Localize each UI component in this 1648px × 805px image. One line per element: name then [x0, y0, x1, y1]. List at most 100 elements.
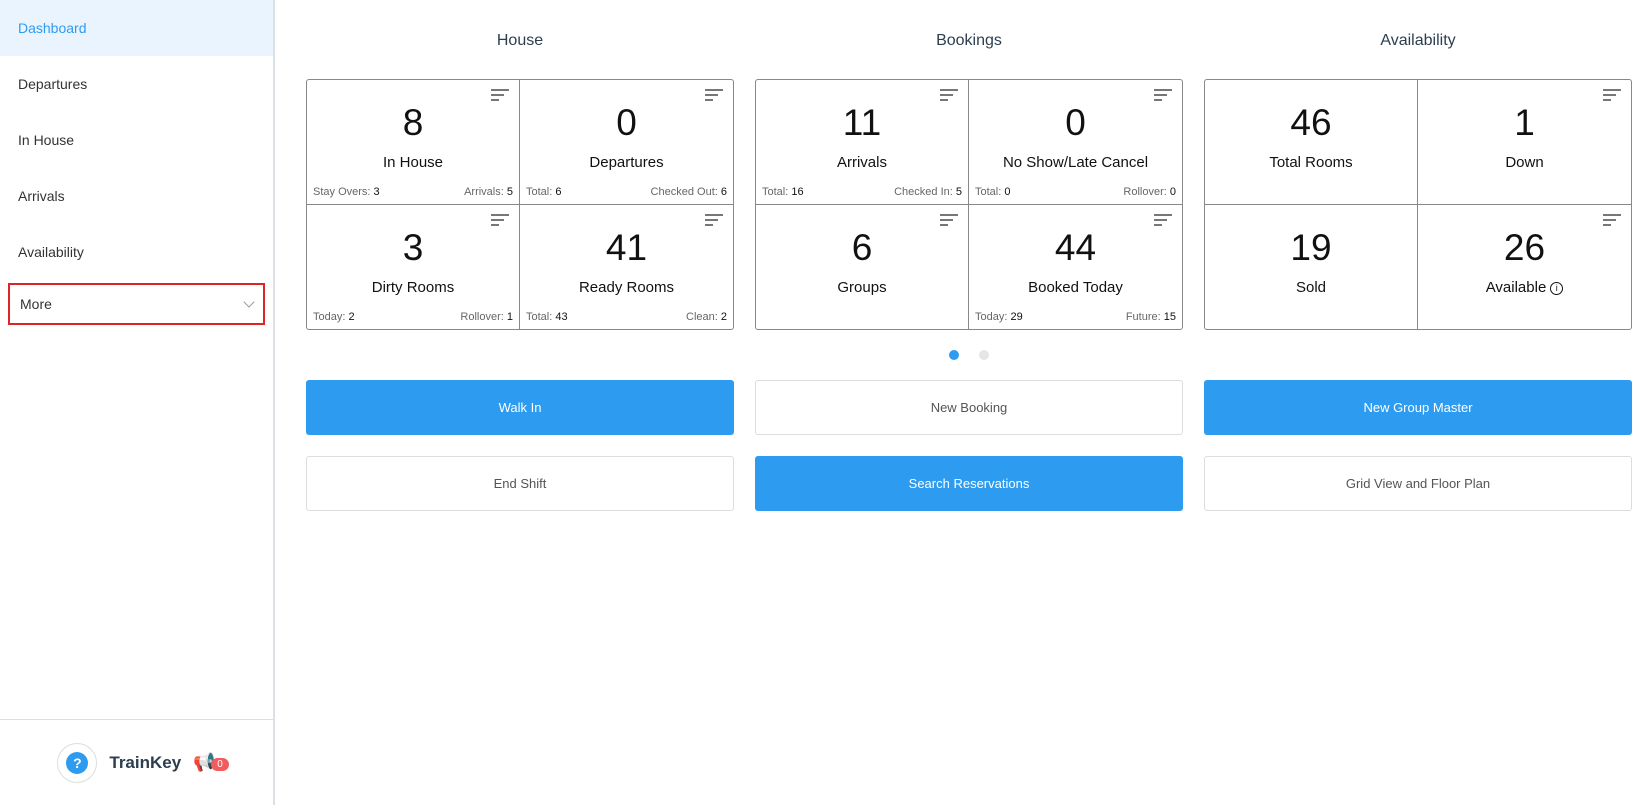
stat-value: 19: [1290, 226, 1332, 268]
detail-right: Checked Out: 6: [650, 185, 727, 198]
filter-icon[interactable]: [1603, 89, 1621, 104]
stat-tile[interactable]: 8 In House Stay Overs: 3 Arrivals: 5: [307, 80, 520, 205]
announcements-button[interactable]: 📢 0: [193, 752, 229, 773]
stat-tile[interactable]: 44 Booked Today Today: 29 Future: 15: [969, 205, 1182, 330]
stats-card: 8 In House Stay Overs: 3 Arrivals: 5 0 Depart…: [306, 79, 734, 330]
sidebar-item-in-house[interactable]: In House: [18, 132, 75, 148]
detail-left: Total: 0: [975, 185, 1011, 198]
stat-value: 0: [616, 102, 637, 143]
stat-label-text: Arrivals: [836, 154, 887, 171]
filter-icon[interactable]: [491, 213, 509, 229]
stat-tile[interactable]: 3 Dirty Rooms Today: 2 Rollover: 1: [307, 204, 520, 329]
stat-tile[interactable]: 26 Available i: [1418, 205, 1631, 330]
carousel-dot-2[interactable]: [979, 350, 989, 360]
stat-value: 26: [1503, 226, 1546, 268]
stat-label-text: Dirty Rooms: [371, 278, 455, 296]
stat-label-text: Ready Rooms: [578, 278, 675, 296]
detail-left: Total: 43: [526, 311, 568, 323]
stat-label-text: Groups: [837, 278, 887, 296]
detail-left: Today: 2: [313, 311, 355, 323]
filter-icon[interactable]: [1603, 213, 1621, 229]
detail-left: Total: 6: [526, 185, 562, 198]
stat-value: 41: [605, 226, 648, 268]
info-icon[interactable]: i: [1550, 281, 1564, 295]
new-booking-button[interactable]: New Booking: [755, 380, 1183, 435]
stat-details: Today: 29 Future: 15: [975, 311, 1176, 323]
stat-label-text: Total Rooms: [1269, 154, 1353, 171]
column-title: House: [496, 32, 544, 49]
column-title: Bookings: [936, 32, 1002, 49]
stat-value: 44: [1054, 226, 1097, 268]
help-icon: ?: [66, 751, 89, 774]
stat-tile[interactable]: 46 Total Rooms: [1205, 80, 1418, 205]
stat-tile[interactable]: 1 Down: [1418, 80, 1631, 205]
stat-tile[interactable]: 19 Sold: [1205, 204, 1418, 329]
carousel-dot-1[interactable]: [949, 350, 959, 360]
stat-label: Ready Rooms: [520, 279, 733, 296]
filter-icon[interactable]: [705, 89, 723, 104]
grid-view-button[interactable]: Grid View and Floor Plan: [1204, 456, 1632, 511]
column-title: Availability: [1380, 32, 1456, 49]
stat-label-text: No Show/Late Cancel: [1002, 154, 1149, 171]
filter-icon[interactable]: [940, 89, 958, 104]
detail-right: Future: 15: [1125, 311, 1176, 323]
stat-value: 0: [1065, 102, 1086, 143]
stat-label: Departures: [520, 154, 733, 171]
stat-details: Total: 43 Clean: 2: [526, 311, 727, 323]
sidebar-item-availability[interactable]: Availability: [18, 244, 84, 260]
sidebar: Dashboard Departures In House Arrivals A…: [0, 0, 275, 805]
stats-card: 46 Total Rooms 1 Down 19 Sold 26 Available i: [1204, 79, 1632, 330]
detail-left: Today: 29: [975, 311, 1023, 323]
stat-label-text: Available: [1485, 278, 1547, 296]
stat-label: Booked Today: [969, 279, 1182, 296]
end-shift-button[interactable]: End Shift: [306, 456, 734, 511]
stat-label-text: Departures: [589, 154, 664, 171]
stat-label: Down: [1418, 154, 1631, 171]
stat-label: Arrivals: [756, 154, 968, 171]
detail-right: Rollover: 0: [1123, 185, 1176, 198]
sidebar-item-departures[interactable]: Departures: [18, 76, 88, 92]
detail-right: Checked In: 5: [894, 185, 962, 198]
stat-tile[interactable]: 11 Arrivals Total: 16 Checked In: 5: [756, 80, 969, 205]
stat-label: Sold: [1205, 279, 1417, 296]
stat-details: Total: 16 Checked In: 5: [762, 186, 962, 198]
stat-details: Today: 2 Rollover: 1: [313, 311, 513, 323]
new-group-master-button[interactable]: New Group Master: [1204, 380, 1632, 435]
stat-value: 11: [842, 102, 882, 143]
stat-details: Stay Overs: 3 Arrivals: 5: [313, 186, 513, 198]
stat-tile[interactable]: 6 Groups: [756, 204, 969, 329]
brand-logo: TrainKey: [109, 752, 182, 772]
detail-right: Rollover: 1: [460, 311, 513, 323]
stat-label: No Show/Late Cancel: [969, 154, 1182, 171]
stat-tile[interactable]: 41 Ready Rooms Total: 43 Clean: 2: [520, 205, 733, 330]
sidebar-item-dashboard[interactable]: Dashboard: [0, 0, 273, 56]
stat-label: Groups: [756, 279, 968, 296]
detail-right: Clean: 2: [686, 311, 727, 323]
detail-right: Arrivals: 5: [464, 185, 513, 198]
stats-card: 11 Arrivals Total: 16 Checked In: 5 0 No Show…: [755, 79, 1183, 330]
filter-icon[interactable]: [940, 213, 958, 229]
stat-tile[interactable]: 0 Departures Total: 6 Checked Out: 6: [520, 80, 733, 205]
walk-in-button[interactable]: Walk In: [306, 380, 734, 435]
stat-label-text: Down: [1505, 154, 1544, 171]
filter-icon[interactable]: [1154, 213, 1172, 229]
filter-icon[interactable]: [1154, 89, 1172, 104]
detail-left: Total: 16: [762, 185, 804, 198]
sidebar-item-more[interactable]: More: [8, 283, 265, 325]
more-label: More: [20, 296, 52, 312]
stat-label: In House: [307, 154, 519, 171]
filter-icon[interactable]: [705, 213, 723, 229]
help-button[interactable]: ?: [57, 742, 98, 783]
megaphone-icon: 📢: [193, 752, 216, 772]
sidebar-footer: ? TrainKey 📢 0: [0, 719, 273, 805]
stat-tile[interactable]: 0 No Show/Late Cancel Total: 0 Rollover: 0: [969, 80, 1182, 205]
filter-icon[interactable]: [491, 89, 509, 104]
stat-value: 1: [1514, 102, 1535, 143]
search-reservations-button[interactable]: Search Reservations: [755, 456, 1183, 511]
stat-details: Total: 6 Checked Out: 6: [526, 186, 727, 198]
stat-value: 46: [1290, 102, 1332, 143]
stat-value: 6: [851, 226, 873, 268]
stat-value: 3: [402, 226, 424, 268]
stat-details: Total: 0 Rollover: 0: [975, 186, 1176, 198]
sidebar-item-arrivals[interactable]: Arrivals: [18, 188, 65, 204]
